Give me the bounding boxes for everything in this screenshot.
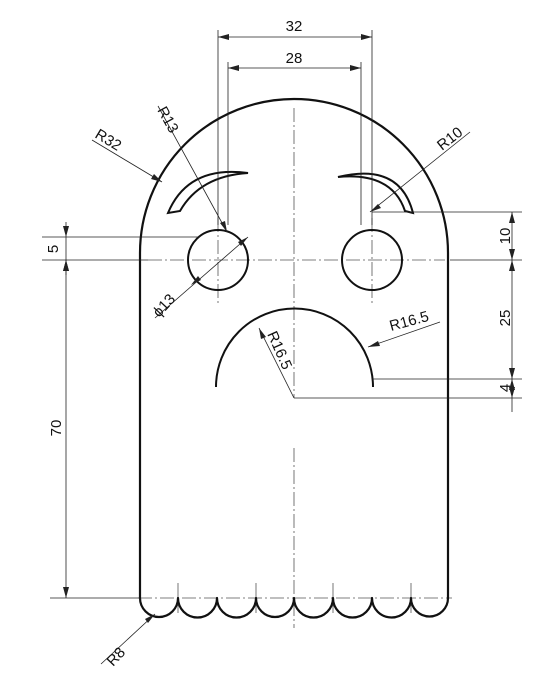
leader-r32 — [91, 139, 163, 183]
leader-r32-label: R32 — [92, 126, 124, 155]
left-eye — [187, 229, 249, 291]
leader-mouth-outer-label: R16.5 — [388, 308, 431, 335]
dim-right-chain — [294, 211, 522, 412]
leader-mouth-outer — [367, 321, 441, 348]
dim-left-5-label: 5 — [45, 245, 62, 253]
mouth-crescent — [215, 307, 374, 388]
left-brow-crescent — [166, 170, 249, 215]
leader-r8 — [100, 613, 156, 665]
dim-top-outer-label: 32 — [286, 18, 303, 35]
leader-r8-label: R8 — [103, 644, 129, 670]
leader-phi13-label: ϕ13 — [149, 291, 179, 321]
dim-right-4-label: 4 — [497, 384, 514, 392]
dim-left-70-label: 70 — [48, 420, 65, 437]
dim-right-25-label: 25 — [497, 310, 514, 327]
leader-r10-label: R10 — [434, 124, 466, 154]
leader-r10 — [369, 131, 471, 213]
leader-r13 — [157, 105, 228, 233]
centerlines — [138, 108, 452, 628]
leader-r13-label: R13 — [154, 104, 182, 136]
ghost-outline — [138, 97, 450, 619]
dim-top-inner — [227, 62, 362, 225]
dim-right-10-label: 10 — [497, 228, 514, 245]
dim-top-outer — [217, 30, 373, 225]
leader-phi13 — [154, 236, 249, 319]
dim-top-inner-label: 28 — [286, 50, 303, 67]
leader-mouth-inner-label: R16.5 — [263, 329, 295, 372]
dim-left-70 — [50, 260, 140, 599]
right-brow-crescent — [337, 172, 415, 215]
leader-mouth-inner — [258, 327, 295, 399]
right-eye — [341, 229, 403, 291]
